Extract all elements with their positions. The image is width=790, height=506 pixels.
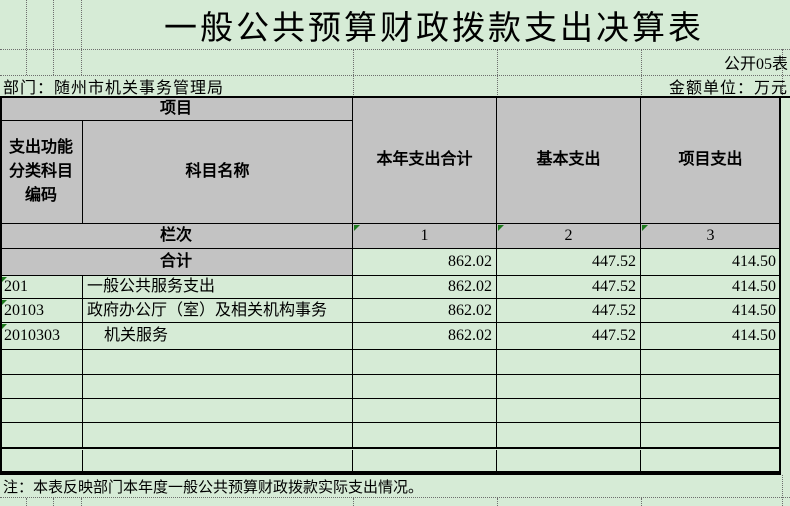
error-indicator-icon [1, 300, 7, 306]
empty-cell[interactable] [497, 450, 641, 472]
empty-cell[interactable] [0, 350, 83, 375]
empty-cell[interactable] [497, 350, 641, 375]
row-value-cell[interactable]: 862.02 [353, 323, 497, 350]
rank-col3-cell[interactable]: 3 [641, 224, 781, 249]
row-code-cell[interactable]: 2010303 [0, 323, 83, 350]
table-top-border [0, 96, 790, 98]
gridline [53, 498, 54, 506]
gridline [353, 49, 354, 97]
rank-col2-cell[interactable]: 2 [497, 224, 641, 249]
gridline [782, 49, 783, 97]
empty-cell[interactable] [83, 350, 353, 375]
row-value-cell[interactable]: 414.50 [641, 299, 781, 323]
row-value-cell[interactable]: 447.52 [497, 276, 641, 299]
department-cell[interactable]: 部门：随州市机关事务管理局 [3, 79, 225, 97]
gridline [0, 49, 790, 50]
gridline [0, 75, 790, 76]
row-name-cell[interactable]: 一般公共服务支出 [83, 276, 353, 299]
gridline [497, 49, 498, 97]
row-code-cell[interactable]: 201 [0, 276, 83, 299]
header-subject-cell[interactable]: 科目名称 [83, 121, 353, 224]
total-value-cell[interactable]: 414.50 [641, 249, 781, 276]
header-code-cell[interactable]: 支出功能分类科目编码 [0, 121, 83, 224]
empty-cell[interactable] [83, 375, 353, 399]
empty-cell[interactable] [353, 450, 497, 472]
table-mid-border [0, 447, 781, 449]
gridline [0, 497, 790, 498]
gridline [81, 0, 82, 75]
error-indicator-icon [1, 324, 7, 330]
gridline [53, 0, 54, 75]
total-value-cell[interactable]: 862.02 [353, 249, 497, 276]
row-value-cell[interactable]: 447.52 [497, 323, 641, 350]
empty-cell[interactable] [497, 399, 641, 423]
table-right-border [779, 96, 781, 475]
empty-cell[interactable] [497, 375, 641, 399]
gridline [497, 498, 498, 506]
empty-cell[interactable] [641, 350, 781, 375]
header-project-exp-cell[interactable]: 项目支出 [641, 97, 781, 224]
empty-cell[interactable] [641, 423, 781, 448]
table-bottom-border [0, 472, 781, 475]
table-left-border [0, 96, 2, 475]
gridline [26, 0, 27, 75]
row-value-cell[interactable]: 414.50 [641, 323, 781, 350]
gridline [81, 498, 82, 506]
total-value-cell[interactable]: 447.52 [497, 249, 641, 276]
sheet-code-cell[interactable]: 公开05表 [723, 55, 788, 73]
sheet-title[interactable]: 一般公共预算财政拨款支出决算表 [164, 11, 704, 47]
row-name-cell[interactable]: 政府办公厅（室）及相关机构事务 [83, 299, 353, 323]
empty-cell[interactable] [83, 423, 353, 448]
row-value-cell[interactable]: 447.52 [497, 299, 641, 323]
empty-cell[interactable] [641, 399, 781, 423]
rank-label-cell[interactable]: 栏次 [0, 224, 353, 249]
empty-cell[interactable] [0, 375, 83, 399]
total-label-cell[interactable]: 合计 [0, 249, 353, 276]
empty-cell[interactable] [353, 350, 497, 375]
empty-cell[interactable] [83, 399, 353, 423]
header-total-cell[interactable]: 本年支出合计 [353, 97, 497, 224]
row-name-cell[interactable]: 机关服务 [83, 323, 353, 350]
empty-cell[interactable] [641, 450, 781, 472]
gridline [641, 49, 642, 97]
empty-cell[interactable] [497, 423, 641, 448]
error-indicator-icon [1, 277, 7, 283]
unit-cell[interactable]: 金额单位：万元 [668, 79, 788, 97]
error-indicator-icon [498, 225, 504, 231]
empty-cell[interactable] [83, 450, 353, 472]
gridline [353, 498, 354, 506]
footnote[interactable]: 注：本表反映部门本年度一般公共预算财政拨款实际支出情况。 [3, 480, 424, 496]
error-indicator-icon [642, 225, 648, 231]
rank-col1-cell[interactable]: 1 [353, 224, 497, 249]
header-project-cell[interactable]: 项目 [0, 97, 353, 121]
error-indicator-icon [354, 225, 360, 231]
gridline [26, 498, 27, 506]
row-value-cell[interactable]: 414.50 [641, 276, 781, 299]
gridline [641, 498, 642, 506]
empty-cell[interactable] [0, 423, 83, 448]
row-value-cell[interactable]: 862.02 [353, 276, 497, 299]
empty-cell[interactable] [0, 450, 83, 472]
empty-cell[interactable] [353, 423, 497, 448]
row-code-cell[interactable]: 20103 [0, 299, 83, 323]
header-basic-cell[interactable]: 基本支出 [497, 97, 641, 224]
empty-cell[interactable] [641, 375, 781, 399]
empty-cell[interactable] [0, 399, 83, 423]
gridline [782, 475, 783, 506]
empty-cell[interactable] [353, 399, 497, 423]
row-value-cell[interactable]: 862.02 [353, 299, 497, 323]
empty-cell[interactable] [353, 375, 497, 399]
